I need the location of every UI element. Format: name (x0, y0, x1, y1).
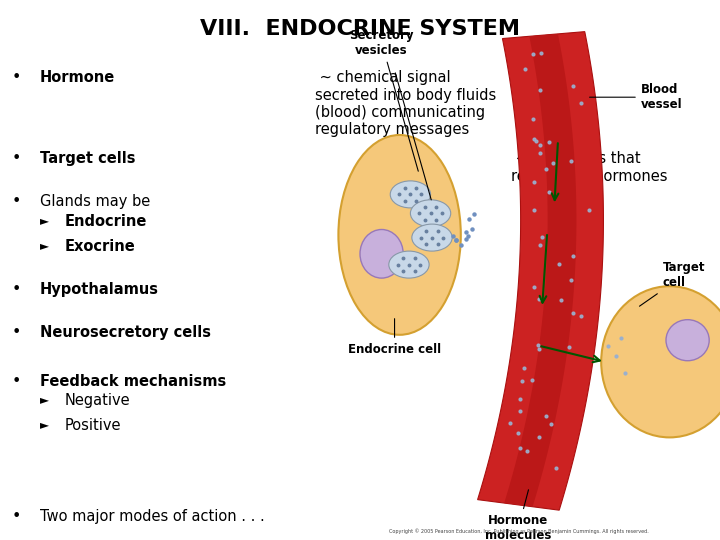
Text: Feedback mechanisms: Feedback mechanisms (40, 374, 226, 389)
Text: Hormone
molecules: Hormone molecules (485, 490, 552, 540)
Text: •: • (11, 282, 21, 297)
Text: Neurosecretory cells: Neurosecretory cells (40, 325, 210, 340)
Text: ~ body cells that
respond to hormones: ~ body cells that respond to hormones (511, 151, 668, 184)
Text: Copyright © 2005 Pearson Education, Inc. Publishing as Pearson Benjamin Cummings: Copyright © 2005 Pearson Education, Inc.… (389, 528, 648, 534)
Text: ~ chemical signal
secreted into body fluids
(blood) communicating
regulatory mes: ~ chemical signal secreted into body flu… (315, 70, 496, 137)
Text: •: • (11, 509, 21, 524)
Text: ►: ► (40, 214, 49, 227)
Text: •: • (11, 374, 21, 389)
Ellipse shape (360, 230, 403, 278)
Text: Negative: Negative (65, 393, 130, 408)
Ellipse shape (412, 224, 452, 251)
Text: Target
cell: Target cell (639, 261, 705, 306)
Text: •: • (11, 70, 21, 85)
Text: •: • (11, 325, 21, 340)
Ellipse shape (601, 286, 720, 437)
Ellipse shape (666, 320, 709, 361)
Text: Exocrine: Exocrine (65, 239, 135, 254)
Text: ►: ► (40, 393, 49, 406)
Text: Blood
vessel: Blood vessel (590, 83, 683, 111)
Text: Endocrine cell: Endocrine cell (348, 319, 441, 356)
Text: VIII.  ENDOCRINE SYSTEM: VIII. ENDOCRINE SYSTEM (200, 19, 520, 39)
Text: ►: ► (40, 239, 49, 252)
Text: Endocrine: Endocrine (65, 214, 147, 229)
Text: ►: ► (40, 418, 49, 431)
Polygon shape (504, 34, 577, 507)
Text: Two major modes of action . . .: Two major modes of action . . . (40, 509, 264, 524)
Ellipse shape (389, 251, 429, 278)
Text: Target cells: Target cells (40, 151, 135, 166)
Text: Glands may be: Glands may be (40, 194, 150, 210)
Text: Secretory
vesicles: Secretory vesicles (349, 29, 418, 171)
Polygon shape (477, 32, 603, 510)
Ellipse shape (410, 200, 451, 227)
Ellipse shape (390, 181, 431, 208)
Text: •: • (11, 151, 21, 166)
Text: •: • (11, 194, 21, 210)
Ellipse shape (338, 135, 461, 335)
Text: Positive: Positive (65, 418, 121, 434)
Text: Hormone: Hormone (40, 70, 115, 85)
Text: Hypothalamus: Hypothalamus (40, 282, 158, 297)
